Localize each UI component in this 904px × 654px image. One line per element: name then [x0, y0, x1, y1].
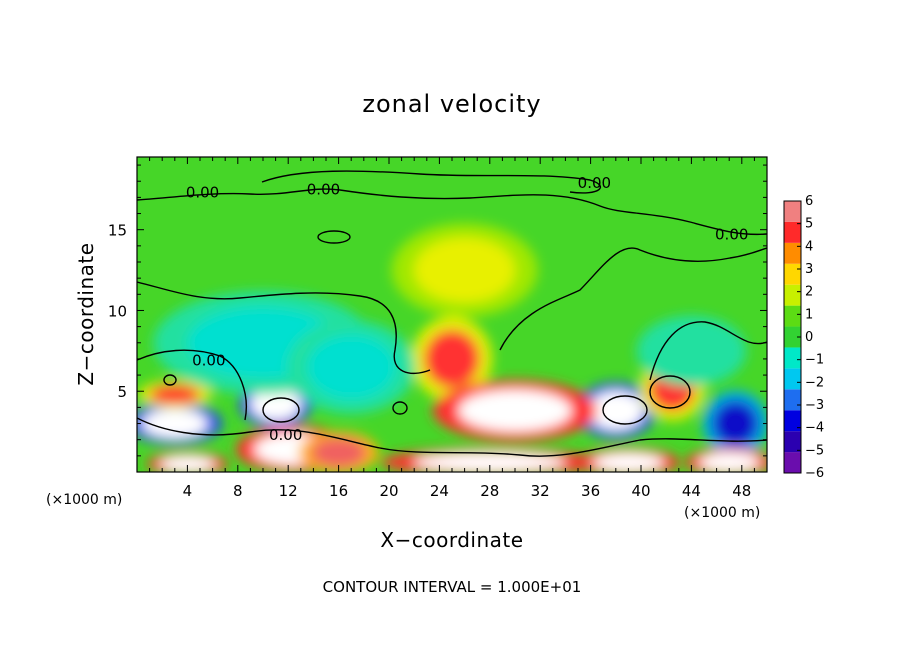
- x-tick-label: 28: [480, 482, 499, 500]
- y-tick-label: 5: [117, 383, 127, 401]
- x-tick-label: 48: [732, 482, 751, 500]
- colorbar-swatch: [784, 242, 801, 264]
- velocity-core: [593, 452, 664, 472]
- contour-line-east: [649, 321, 767, 381]
- x-tick-label: 36: [581, 482, 600, 500]
- contour-label: 0.00: [192, 352, 225, 370]
- contour-labels: 0.00 0.00 0.00 0.00 0.00 0.00: [186, 174, 749, 444]
- contour-line-lower: [137, 349, 247, 421]
- x-tick-label: 20: [379, 482, 398, 500]
- velocity-core: [458, 389, 572, 432]
- colorbar-swatch: [784, 284, 801, 306]
- colorbar-swatch: [784, 452, 801, 473]
- colorbar-tick-label: −2: [805, 375, 824, 390]
- colorbar-tick-label: −6: [805, 466, 824, 481]
- x-axis: 4 8 12 16 20 24 28 32 36 40 44 48: [149, 157, 755, 500]
- velocity-core: [310, 438, 367, 468]
- velocity-core: [414, 237, 515, 303]
- colorbar-swatch: [784, 201, 801, 222]
- colorbar-tick-label: −4: [805, 421, 824, 436]
- colorbar-tick-label: 1: [805, 307, 813, 322]
- contour-line-upper: [137, 188, 767, 236]
- velocity-core: [142, 409, 208, 439]
- colorbar-swatch: [784, 326, 801, 348]
- contour-line-mid: [137, 281, 431, 374]
- colorbar-tick-label: 3: [805, 262, 813, 277]
- contour-line-top: [261, 170, 602, 194]
- x-tick-label: 12: [279, 482, 298, 500]
- colorbar-swatch: [784, 431, 801, 453]
- x-tick-label: 44: [682, 482, 701, 500]
- colorbar: 6 5 4 3 2 1 0 −1 −2 −3 −4 −5 −6: [783, 194, 824, 481]
- chart-title: zonal velocity: [362, 90, 541, 118]
- x-tick-label: 4: [183, 482, 193, 500]
- x-tick-label: 24: [430, 482, 449, 500]
- y-tick-label: 15: [108, 222, 127, 240]
- contour-loop-2: [262, 397, 300, 423]
- plot-area: 0.00 0.00 0.00 0.00 0.00 0.00: [137, 157, 767, 472]
- contour-lines: [137, 170, 767, 457]
- x-tick-label: 16: [329, 482, 348, 500]
- contour-loop-1: [317, 230, 351, 244]
- contour-line-right: [499, 247, 767, 351]
- colorbar-tick-label: 6: [805, 194, 813, 209]
- colorbar-swatch: [784, 389, 801, 411]
- colorbar-swatch: [784, 347, 801, 369]
- velocity-core: [414, 452, 566, 472]
- colorbar-tick-label: −5: [805, 443, 824, 458]
- y-axis-label: Z−coordinate: [74, 242, 98, 385]
- colorbar-tick-label: 5: [805, 217, 813, 232]
- x-unit-left: (×1000 m): [46, 492, 122, 508]
- contour-label: 0.00: [715, 226, 748, 244]
- colorbar-swatch: [784, 410, 801, 432]
- colorbar-tick-label: 4: [805, 239, 813, 254]
- contour-label: 0.00: [307, 180, 340, 198]
- contour-label: 0.00: [578, 174, 611, 192]
- x-tick-label: 8: [233, 482, 243, 500]
- x-tick-label: 32: [531, 482, 550, 500]
- x-axis-label: X−coordinate: [380, 528, 523, 552]
- velocity-core: [653, 326, 730, 376]
- velocity-core: [588, 391, 644, 430]
- colorbar-tick-label: 2: [805, 285, 813, 300]
- contour-loop-3: [602, 395, 648, 425]
- x-unit-right: (×1000 m): [684, 505, 760, 521]
- colorbar-swatch: [784, 221, 801, 243]
- x-tick-label: 40: [631, 482, 650, 500]
- colorbar-swatch: [784, 305, 801, 327]
- contour-interval-note: CONTOUR INTERVAL = 1.000E+01: [323, 578, 582, 596]
- colorbar-tick-label: −3: [805, 398, 824, 413]
- contour-label: 0.00: [186, 184, 219, 202]
- contour-label: 0.00: [269, 426, 302, 444]
- velocity-features: [137, 223, 767, 472]
- velocity-core: [698, 452, 760, 472]
- y-axis: 5 10 15: [108, 164, 767, 457]
- colorbar-swatch: [784, 263, 801, 285]
- contour-loop-5: [163, 374, 177, 386]
- velocity-core: [424, 329, 480, 388]
- velocity-core: [712, 400, 759, 447]
- colorbar-tick-label: 0: [805, 330, 813, 345]
- colorbar-swatch: [784, 368, 801, 390]
- velocity-core: [307, 334, 396, 400]
- contour-line-bottom: [137, 417, 767, 457]
- y-tick-label: 10: [108, 302, 127, 320]
- contour-loop-6: [392, 401, 408, 415]
- colorbar-tick-label: −1: [805, 353, 824, 368]
- velocity-core: [159, 455, 216, 472]
- velocity-core: [149, 384, 200, 405]
- contour-loop-4: [649, 375, 691, 409]
